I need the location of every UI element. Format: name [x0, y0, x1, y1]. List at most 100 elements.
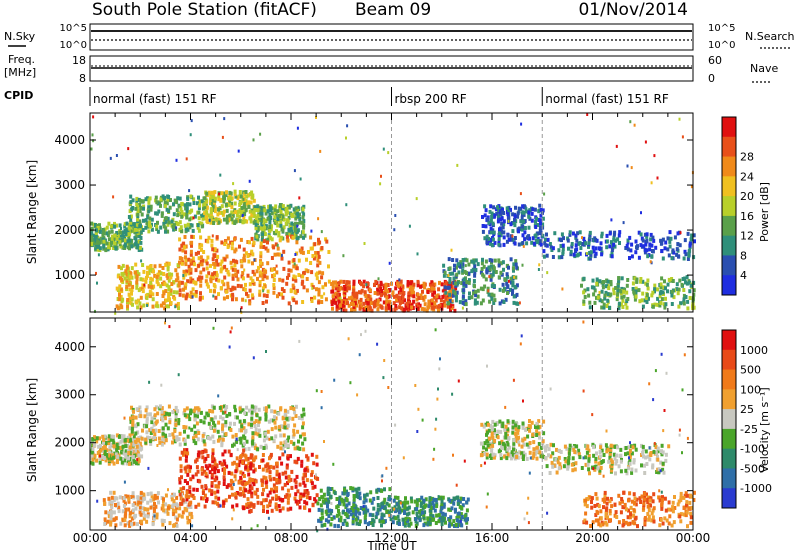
echo-cell [272, 418, 276, 423]
echo-cell [148, 412, 152, 417]
echo-cell [683, 238, 687, 243]
echo-cell [264, 417, 268, 422]
echo-cell [162, 272, 166, 276]
echo-cell [322, 492, 326, 497]
echo-cell [231, 443, 234, 448]
echo-cell [662, 302, 666, 307]
echo-cell [677, 254, 680, 259]
echo-point [253, 258, 256, 262]
echo-cell [170, 494, 174, 499]
echo-cell [485, 240, 489, 245]
echo-cell [210, 483, 214, 488]
echo-cell [205, 497, 209, 502]
echo-cell [618, 241, 621, 245]
echo-point [92, 115, 95, 119]
echo-cell [625, 299, 629, 304]
echo-cell [582, 299, 586, 304]
echo-cell [269, 464, 273, 469]
echo-cell [616, 283, 620, 288]
echo-cell [682, 301, 686, 306]
echo-cell [177, 421, 181, 426]
echo-cell [488, 299, 492, 304]
echo-point [456, 163, 459, 167]
echo-cell [582, 276, 586, 281]
echo-cell [357, 486, 361, 491]
echo-cell [625, 290, 629, 295]
echo-cell [304, 467, 308, 472]
echo-cell [350, 308, 353, 312]
echo-cell [408, 287, 412, 292]
echo-cell [268, 224, 272, 229]
echo-cell [290, 229, 294, 234]
echo-cell [134, 448, 138, 453]
echo-cell [130, 244, 134, 249]
echo-cell [368, 512, 372, 517]
echo-cell [358, 519, 362, 524]
echo-cell [305, 257, 308, 262]
echo-cell [557, 248, 561, 253]
echo-cell [635, 277, 639, 282]
echo-cell [419, 503, 423, 508]
echo-cell [179, 468, 183, 473]
echo-cell [177, 418, 181, 422]
echo-cell [193, 417, 197, 422]
echo-cell [415, 507, 419, 511]
echo-cell [447, 301, 451, 306]
echo-cell [189, 493, 193, 498]
echo-cell [135, 285, 139, 290]
echo-cell [572, 252, 576, 257]
echo-point [319, 149, 322, 153]
echo-cell [347, 501, 351, 506]
freq-label-1: Freq. [8, 53, 35, 66]
echo-cell [194, 268, 198, 273]
echo-cell [260, 237, 264, 242]
echo-cell [250, 410, 254, 415]
echo-cell [281, 278, 285, 283]
echo-cell [291, 235, 295, 240]
echo-cell [316, 258, 320, 263]
echo-cell [166, 222, 170, 227]
echo-cell [225, 405, 229, 409]
echo-cell [337, 292, 341, 297]
echo-cell [521, 224, 525, 229]
echo-cell [158, 263, 162, 268]
echo-cell [406, 280, 410, 284]
echo-cell [327, 508, 331, 513]
echo-cell [194, 280, 198, 285]
echo-cell [308, 508, 312, 513]
echo-cell [131, 419, 135, 424]
echo-cell [161, 504, 165, 508]
echo-cell [283, 408, 287, 413]
echo-cell [104, 458, 108, 463]
echo-cell [119, 244, 123, 249]
echo-cell [421, 289, 424, 294]
echo-cell [485, 269, 489, 274]
echo-cell [233, 268, 237, 273]
velocity-echoes [90, 320, 696, 533]
echo-cell [331, 283, 335, 288]
echo-cell [140, 454, 144, 459]
echo-cell [253, 205, 257, 210]
echo-cell [249, 455, 253, 460]
echo-cell [179, 487, 183, 492]
echo-cell [133, 514, 137, 519]
echo-cell [125, 265, 129, 270]
echo-cell [115, 458, 119, 463]
echo-cell [167, 195, 171, 199]
echo-cell [444, 280, 448, 285]
echo-cell [407, 523, 411, 527]
echo-cell [335, 497, 339, 501]
echo-cell [192, 408, 196, 413]
echo-cell [241, 276, 245, 281]
echo-cell [535, 216, 539, 221]
echo-cell [485, 432, 488, 437]
echo-cell [541, 208, 545, 213]
echo-cell [394, 286, 398, 291]
echo-cell [132, 457, 136, 462]
echo-cell [97, 444, 101, 449]
echo-cell [178, 260, 181, 265]
echo-cell [200, 243, 204, 248]
echo-cell [201, 455, 205, 460]
echo-cell [131, 284, 135, 289]
echo-cell [133, 459, 137, 464]
